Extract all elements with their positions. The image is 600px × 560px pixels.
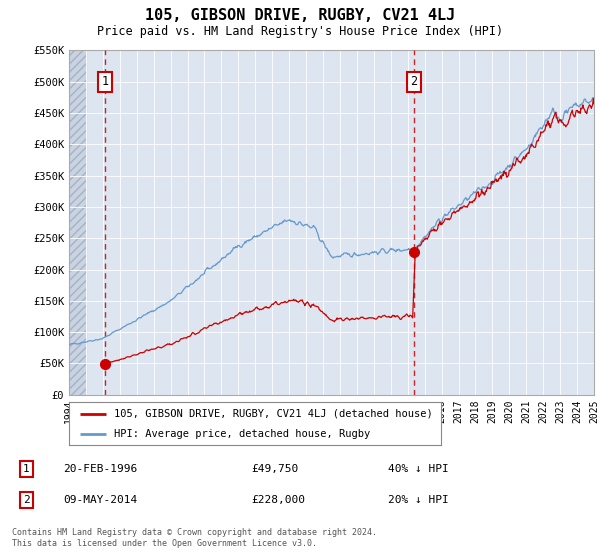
Text: 105, GIBSON DRIVE, RUGBY, CV21 4LJ (detached house): 105, GIBSON DRIVE, RUGBY, CV21 4LJ (deta… bbox=[113, 409, 433, 419]
Text: Contains HM Land Registry data © Crown copyright and database right 2024.
This d: Contains HM Land Registry data © Crown c… bbox=[12, 528, 377, 548]
Text: 1: 1 bbox=[23, 464, 29, 474]
Text: 40% ↓ HPI: 40% ↓ HPI bbox=[388, 464, 449, 474]
Text: 1: 1 bbox=[101, 75, 109, 88]
Bar bbox=[69, 50, 86, 395]
Bar bbox=[69, 50, 86, 395]
Text: 20-FEB-1996: 20-FEB-1996 bbox=[64, 464, 137, 474]
Text: HPI: Average price, detached house, Rugby: HPI: Average price, detached house, Rugb… bbox=[113, 430, 370, 439]
Text: 09-MAY-2014: 09-MAY-2014 bbox=[64, 495, 137, 505]
Text: 105, GIBSON DRIVE, RUGBY, CV21 4LJ: 105, GIBSON DRIVE, RUGBY, CV21 4LJ bbox=[145, 8, 455, 24]
Text: £228,000: £228,000 bbox=[251, 495, 305, 505]
Text: 20% ↓ HPI: 20% ↓ HPI bbox=[388, 495, 449, 505]
Text: Price paid vs. HM Land Registry's House Price Index (HPI): Price paid vs. HM Land Registry's House … bbox=[97, 25, 503, 38]
Text: 2: 2 bbox=[23, 495, 29, 505]
Text: £49,750: £49,750 bbox=[251, 464, 299, 474]
Text: 2: 2 bbox=[410, 75, 418, 88]
